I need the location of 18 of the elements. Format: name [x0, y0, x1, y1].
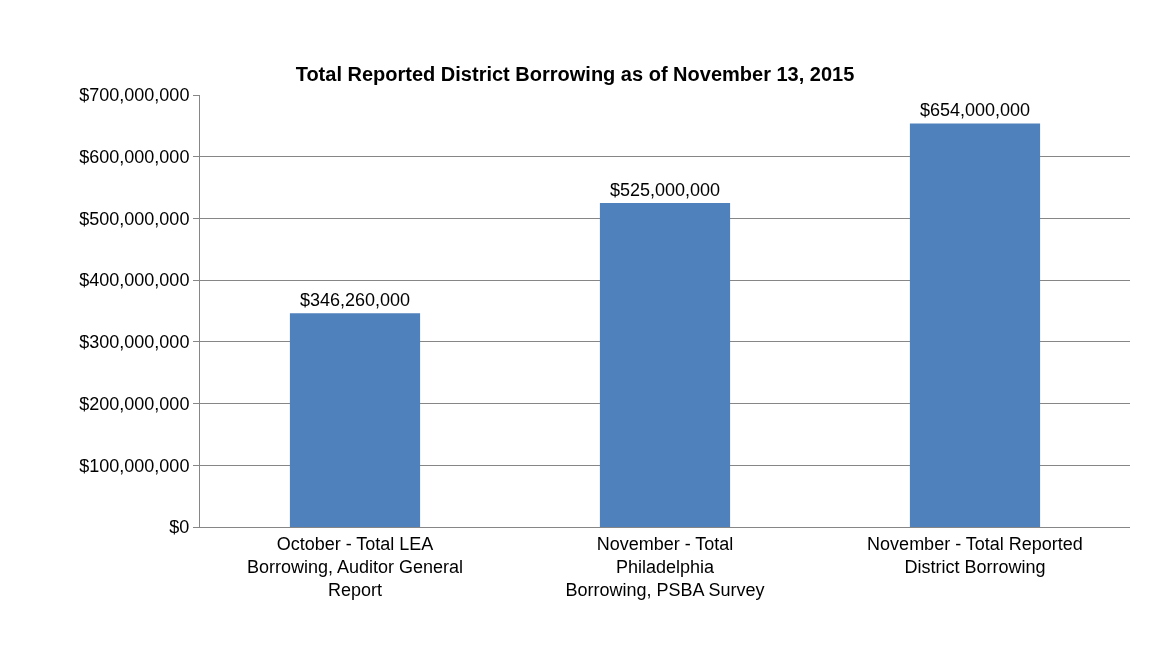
data-label: $654,000,000	[919, 100, 1031, 121]
x-tick-label: October - Total LEA Borrowing, Auditor General Report	[246, 533, 464, 601]
chart-title: Total Reported District Borrowing as of November 13, 2015	[295, 62, 855, 85]
x-tick-label: November - Total Philadelphia Borrowing, PSBA Survey	[565, 533, 765, 601]
bar	[909, 123, 1041, 527]
y-tick-label: $600,000,000	[79, 147, 190, 168]
y-tick-label: $0	[169, 517, 190, 538]
y-tick-label: $200,000,000	[79, 393, 190, 414]
y-tick-label: $400,000,000	[79, 270, 190, 291]
bar	[289, 313, 421, 527]
data-label: $346,260,000	[299, 290, 411, 311]
y-tick-label: $500,000,000	[79, 208, 190, 229]
y-tick-label: $700,000,000	[79, 85, 190, 106]
data-label: $525,000,000	[609, 180, 721, 200]
x-tick-label: November - Total Reported District Borrowing	[867, 533, 1083, 577]
bar	[599, 203, 731, 527]
y-tick-label: $300,000,000	[79, 332, 190, 353]
y-tick-label: $100,000,000	[79, 455, 190, 476]
